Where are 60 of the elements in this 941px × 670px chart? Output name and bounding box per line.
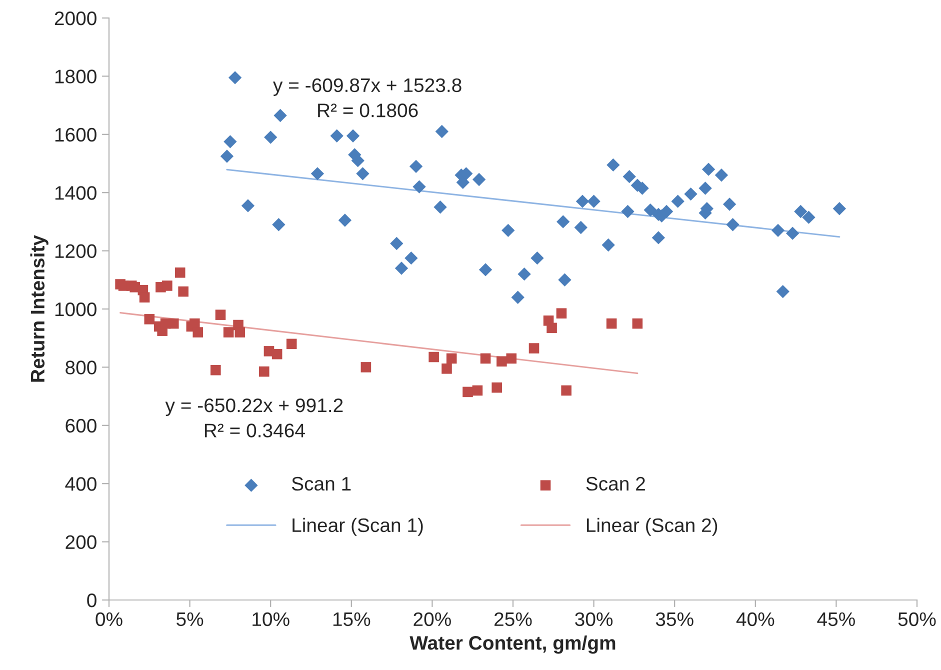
- point: [272, 348, 282, 360]
- x-tick-label: 5%: [176, 612, 204, 626]
- annotation: y = -609.87x + 1523.8 R² = 0.1806: [273, 78, 462, 118]
- point: [258, 366, 270, 377]
- y-tick-label: 600: [66, 418, 96, 433]
- point: [144, 314, 155, 324]
- point: [561, 385, 572, 396]
- y-axis-title: Return Intensity: [30, 235, 48, 382]
- point: [223, 327, 234, 338]
- y-tick-label: 800: [66, 360, 96, 374]
- point: [472, 385, 483, 396]
- y-tick-label: 0: [87, 593, 96, 608]
- point: [174, 267, 186, 278]
- point: [139, 292, 150, 303]
- point: [462, 386, 473, 398]
- point: [446, 353, 457, 364]
- legend-label: Scan 2: [586, 476, 645, 491]
- y-tick-label: 1200: [55, 244, 96, 258]
- point: [360, 362, 372, 372]
- point: [178, 286, 188, 297]
- point: [496, 356, 507, 367]
- legend-label: Linear (Scan 1): [292, 518, 423, 536]
- annotation: y = -650.22x + 991.2 R² = 0.3464: [165, 398, 343, 438]
- point: [506, 353, 517, 364]
- point: [234, 327, 246, 338]
- point: [192, 327, 204, 338]
- x-tick-label: 10%: [252, 612, 290, 626]
- legend-label: Linear (Scan 2): [586, 518, 718, 536]
- point: [428, 352, 439, 362]
- y-tick-label: 400: [65, 477, 96, 491]
- point: [442, 364, 452, 374]
- point: [162, 280, 172, 291]
- x-tick-label: 15%: [333, 612, 370, 626]
- x-tick-label: 40%: [736, 612, 774, 626]
- point: [546, 322, 557, 334]
- point: [168, 318, 179, 329]
- x-axis-title: Water Content, gm/gm: [410, 635, 616, 654]
- x-tick-label: 30%: [575, 612, 613, 626]
- point: [492, 382, 502, 393]
- x-tick-label: 35%: [656, 612, 694, 626]
- y-tick-label: 1800: [55, 70, 96, 84]
- x-tick-label: 50%: [898, 612, 936, 626]
- x-tick-label: 25%: [494, 612, 532, 626]
- point: [480, 353, 491, 364]
- point: [528, 343, 540, 354]
- x-tick-label: 0%: [96, 612, 122, 626]
- y-tick-label: 2000: [54, 11, 96, 26]
- y-tick-label: 200: [66, 535, 96, 550]
- point: [556, 308, 567, 319]
- point: [286, 338, 297, 350]
- legend-label: Scan 1: [292, 476, 351, 491]
- point: [606, 318, 617, 329]
- point: [632, 318, 643, 329]
- y-tick-label: 1000: [55, 302, 96, 316]
- y-tick-label: 1400: [55, 186, 96, 200]
- y-tick-label: 1600: [55, 128, 96, 142]
- point: [215, 310, 226, 320]
- point: [210, 364, 221, 376]
- x-tick-label: 20%: [414, 612, 451, 626]
- x-tick-label: 45%: [817, 612, 855, 626]
